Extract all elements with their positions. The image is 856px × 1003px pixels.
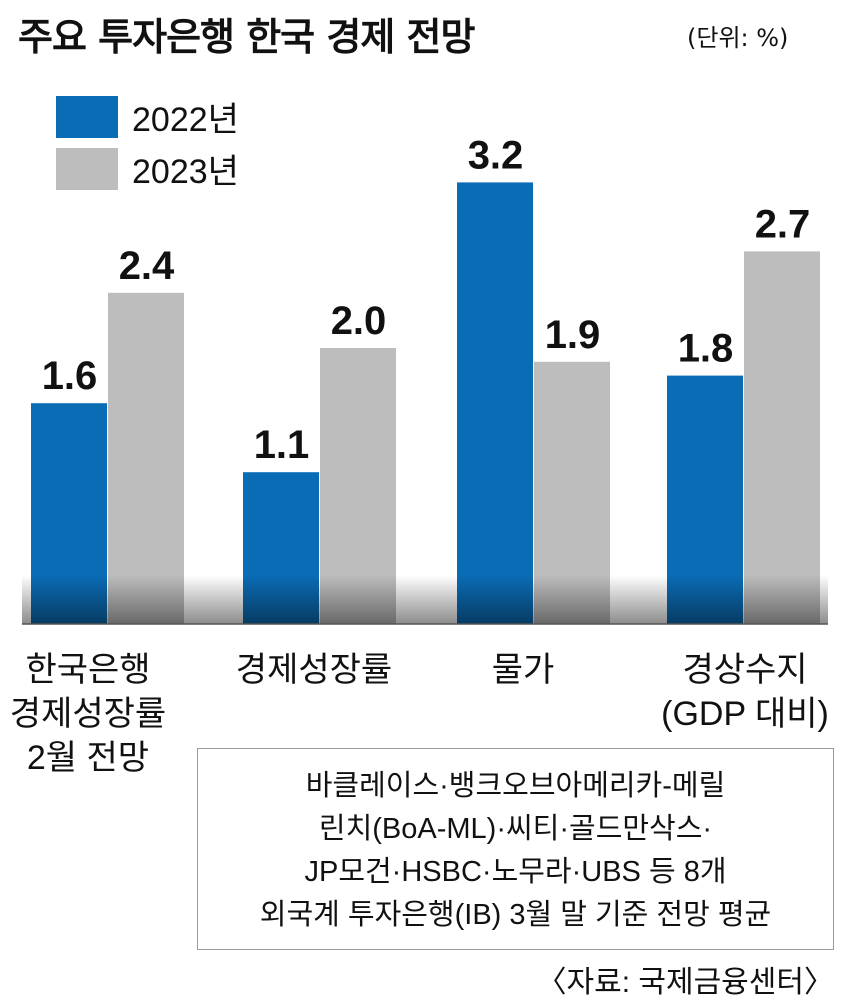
note-line: JP모건·HSBC·노무라·UBS 등 8개 — [304, 856, 727, 888]
legend-label-2023: 2023년 — [132, 153, 239, 191]
category-label-growth: 경제성장률 — [235, 651, 393, 689]
baseline-shadow — [22, 575, 828, 624]
data-label-2023-0: 2.4 — [119, 244, 175, 288]
category-label-bok-growth: 한국은행 경제성장률 2월 전망 — [9, 651, 167, 777]
category-label-current-account: 경상수지 (GDP 대비) — [661, 651, 829, 733]
source-label: 〈자료: 국제금융센터〉 — [536, 966, 834, 999]
chart-title: 주요 투자은행 한국 경제 전망 — [18, 15, 475, 59]
legend-swatch-2023 — [56, 147, 118, 190]
legend-item-2023: 2023년 — [56, 144, 239, 193]
note-line: 바클레이스·뱅크오브아메리카-메릴 — [305, 770, 726, 802]
category-label-price: 물가 — [491, 651, 555, 689]
bar-2023-3 — [744, 251, 820, 624]
note-box: 바클레이스·뱅크오브아메리카-메릴 린치(BoA-ML)·씨티·골드만삭스· J… — [197, 748, 834, 950]
data-label-2022-2: 3.2 — [468, 133, 524, 177]
data-label-2022-0: 1.6 — [42, 354, 98, 398]
data-label-2022-3: 1.8 — [678, 327, 734, 371]
legend-item-2022: 2022년 — [56, 92, 239, 141]
note-line: 외국계 투자은행(IB) 3월 말 기준 전망 평균 — [259, 899, 772, 931]
data-label-2023-3: 2.7 — [755, 202, 811, 246]
note-line: 린치(BoA-ML)·씨티·골드만삭스· — [318, 813, 713, 845]
legend-label-2022: 2022년 — [132, 101, 239, 139]
bar-2023-0 — [108, 292, 184, 624]
data-label-2023-1: 2.0 — [331, 299, 387, 343]
data-label-2023-2: 1.9 — [545, 313, 601, 357]
data-label-2022-1: 1.1 — [254, 423, 310, 467]
unit-label: (단위: %) — [687, 24, 789, 52]
legend-swatch-2022 — [56, 95, 118, 138]
bar-2022-2 — [457, 182, 533, 624]
